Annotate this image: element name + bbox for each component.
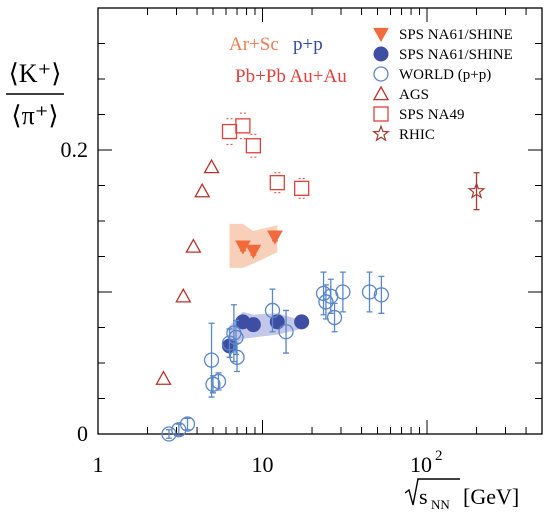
error-bar <box>250 133 257 158</box>
error-bar-cap <box>184 417 191 431</box>
sqrt-symbol <box>404 478 460 506</box>
data-point-na49 <box>235 118 251 134</box>
x-tick-label: 10 <box>252 452 274 477</box>
error-bar-cap <box>208 322 215 398</box>
data-point-world_pp <box>318 294 334 310</box>
data-point-world_pp <box>373 287 390 303</box>
legend-label-rhic: RHIC <box>399 127 435 143</box>
data-point-world_pp <box>326 309 343 326</box>
data-point-na49 <box>269 175 285 191</box>
data-point-na61_arsc <box>245 244 262 259</box>
data-point-na61_pp <box>245 317 261 333</box>
legend-label-na61_pp: SPS NA61/SHINE <box>399 47 513 63</box>
data-point-world_pp <box>228 329 244 346</box>
data-point-ags <box>175 287 192 303</box>
x-tick-label-group: 10 2 <box>410 448 443 477</box>
data-point-world_pp <box>179 416 196 432</box>
error-bar-cap <box>234 342 241 373</box>
series-na49 <box>221 112 310 199</box>
error-bar <box>239 112 246 140</box>
error-bar <box>226 118 233 145</box>
system-label-pp: p+p <box>293 34 323 55</box>
x-tick-label: 1 <box>93 452 104 477</box>
error-bar-cap <box>215 372 222 391</box>
error-bar-cap <box>339 271 346 313</box>
x-tick-label-group: 10 <box>252 452 274 477</box>
x-axis-label-unit: [GeV] <box>463 484 519 509</box>
data-point-world_pp <box>361 284 378 300</box>
axis-ticks: 1 10 10 200.2 <box>61 7 543 477</box>
series-ags <box>155 158 220 385</box>
error-bar-cap <box>473 172 480 211</box>
y-axis-label: ⟨K⁺⟩ ⟨π⁺⟩ <box>6 59 64 130</box>
data-point-world_pp <box>229 349 245 365</box>
legend-label-na49: SPS NA49 <box>399 107 464 123</box>
y-tick-label: 0 <box>77 421 88 446</box>
x-axis-label-base: s <box>419 484 428 509</box>
legend-marker-na61_pp <box>373 46 389 62</box>
error-bar-cap <box>378 275 385 314</box>
series-world_pp <box>161 271 390 442</box>
x-axis-label-subscript: NN <box>431 497 450 512</box>
error-bar <box>298 177 305 199</box>
error-bar-cap <box>283 309 290 354</box>
data-point-world_pp <box>210 373 227 390</box>
y-axis-label-numerator: ⟨K⁺⟩ <box>9 59 62 88</box>
legend-marker-na61_arsc <box>373 27 389 43</box>
data-point-rhic <box>467 181 486 199</box>
legend-label-na61_arsc: SPS NA61/SHINE <box>399 27 513 43</box>
error-bar-cap <box>165 429 172 439</box>
series-rhic <box>467 172 486 211</box>
data-point-ags <box>185 238 202 253</box>
y-tick-label: 0.2 <box>61 137 89 162</box>
error-bar-cap <box>269 288 276 333</box>
x-tick-label-exponent: 2 <box>435 448 443 464</box>
error-bar-cap <box>331 302 338 333</box>
data-point-na61_arsc <box>235 240 251 255</box>
legend-label-ags: AGS <box>399 87 429 103</box>
legend-marker-ags <box>372 85 390 101</box>
system-label-arsc: Ar+Sc <box>229 34 279 55</box>
data-point-world_pp <box>278 324 294 340</box>
data-point-na61_pp <box>294 314 310 330</box>
legend: SPS NA61/SHINE SPS NA61/SHINE WORLD (p+p) A… <box>372 27 513 143</box>
legend-marker-world_pp <box>373 66 389 82</box>
error-bar-cap <box>366 271 373 313</box>
x-tick-label-group: 1 <box>93 452 104 477</box>
data-point-ags <box>155 370 172 385</box>
data-point-ags <box>203 158 220 174</box>
series-na61_arsc <box>235 230 283 259</box>
data-points <box>155 112 486 442</box>
data-point-na49 <box>294 180 310 196</box>
x-axis-label: s NN [GeV] <box>404 478 519 512</box>
legend-marker-na49 <box>373 106 389 122</box>
system-label-pbpb: Pb+Pb Au+Au <box>235 66 347 87</box>
data-point-world_pp <box>335 284 351 300</box>
x-tick-label: 10 <box>410 452 432 477</box>
data-point-world_pp <box>161 426 177 442</box>
error-bar <box>274 172 281 194</box>
data-point-na61_arsc <box>267 230 283 245</box>
legend-marker-rhic <box>372 124 390 142</box>
y-axis-label-denominator: ⟨π⁺⟩ <box>11 101 58 130</box>
error-bar-cap <box>232 319 239 356</box>
data-point-world_pp <box>264 302 281 319</box>
data-point-world_pp <box>203 352 220 368</box>
legend-label-world_pp: WORLD (p+p) <box>399 67 491 83</box>
data-point-na49 <box>221 123 238 140</box>
data-point-ags <box>194 182 211 198</box>
data-point-na49 <box>245 138 262 154</box>
